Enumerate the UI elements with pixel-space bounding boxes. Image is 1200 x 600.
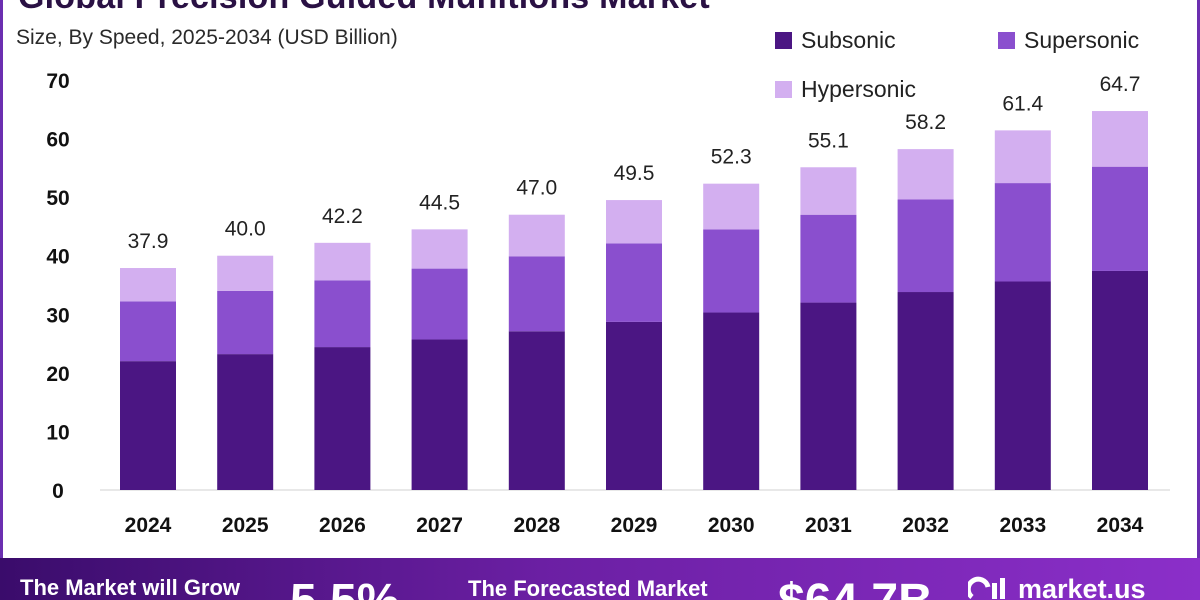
bar-segment-hypersonic xyxy=(314,242,371,281)
bar-total-label: 47.0 xyxy=(516,177,557,200)
legend-label-hypersonic: Hypersonic xyxy=(801,76,917,102)
bar-segment-supersonic xyxy=(508,256,565,332)
bar-segment-supersonic xyxy=(994,183,1051,282)
chart-title: Global Precision Guided Munitions Market xyxy=(18,0,710,17)
frame-right-border xyxy=(1197,0,1200,560)
bar-segment-hypersonic xyxy=(897,149,954,200)
footer-cagr-value: 5.5% xyxy=(290,574,399,600)
x-tick-label: 2027 xyxy=(416,514,463,537)
bar-segment-hypersonic xyxy=(703,183,760,230)
bar-segment-hypersonic xyxy=(800,167,857,215)
market-us-logo-icon xyxy=(968,576,1005,599)
stacked-bar-chart: 01020304050607037.9202440.0202542.220264… xyxy=(46,70,1170,537)
y-tick-label: 60 xyxy=(46,129,69,152)
bar-segment-supersonic xyxy=(411,268,468,340)
x-tick-label: 2029 xyxy=(611,514,658,537)
legend-item-subsonic: Subsonic xyxy=(775,27,896,54)
bar-segment-supersonic xyxy=(120,301,176,362)
x-tick-label: 2033 xyxy=(999,514,1046,537)
bar-segment-supersonic xyxy=(703,229,760,313)
bar-total-label: 52.3 xyxy=(711,146,752,169)
bar-segment-hypersonic xyxy=(606,200,662,244)
bar-segment-hypersonic xyxy=(1092,111,1148,167)
bar-segment-hypersonic xyxy=(508,214,565,257)
footer-banner: The Market will Grow 5.5% The Forecasted… xyxy=(0,558,1200,600)
y-tick-label: 20 xyxy=(46,363,69,386)
bar-total-label: 40.0 xyxy=(225,218,266,241)
bar-segment-hypersonic xyxy=(120,268,176,302)
legend-swatch-subsonic xyxy=(775,32,792,49)
legend-item-supersonic: Supersonic xyxy=(998,27,1139,54)
footer-forecast-label: The Forecasted Market xyxy=(468,576,708,600)
bar-segment-subsonic xyxy=(217,354,274,490)
legend-label-supersonic: Supersonic xyxy=(1024,27,1140,53)
legend-item-hypersonic: Hypersonic xyxy=(775,76,916,103)
brand-logo: market.us xyxy=(968,574,1146,600)
bar-segment-subsonic xyxy=(994,281,1051,490)
bar-total-label: 61.4 xyxy=(1002,92,1043,115)
bar-segment-subsonic xyxy=(897,292,954,490)
bar-segment-subsonic xyxy=(606,321,662,490)
bar-segment-supersonic xyxy=(897,199,954,293)
x-tick-label: 2025 xyxy=(222,514,269,537)
bar-segment-supersonic xyxy=(606,243,662,322)
bar-total-label: 64.7 xyxy=(1100,73,1141,96)
bar-segment-subsonic xyxy=(1092,270,1148,490)
x-tick-label: 2026 xyxy=(319,514,366,537)
legend-swatch-hypersonic xyxy=(775,81,792,98)
y-tick-label: 40 xyxy=(46,246,69,269)
bar-segment-supersonic xyxy=(314,280,371,348)
x-tick-label: 2031 xyxy=(805,514,852,537)
y-tick-label: 50 xyxy=(46,187,69,210)
bar-segment-supersonic xyxy=(800,214,857,303)
y-tick-label: 0 xyxy=(52,480,64,503)
bar-segment-hypersonic xyxy=(217,255,274,291)
bar-segment-subsonic xyxy=(120,361,176,490)
legend-label-subsonic: Subsonic xyxy=(801,27,896,53)
footer-forecast-value: $64.7B xyxy=(778,574,933,600)
bar-total-label: 49.5 xyxy=(614,162,655,185)
bar-segment-supersonic xyxy=(1092,166,1148,271)
brand-name: market.us xyxy=(1018,574,1146,600)
bar-total-label: 44.5 xyxy=(419,191,460,214)
bar-segment-supersonic xyxy=(217,290,274,355)
bar-segment-subsonic xyxy=(508,331,565,490)
y-tick-label: 70 xyxy=(46,70,69,93)
y-tick-label: 10 xyxy=(46,421,69,444)
chart-subtitle: Size, By Speed, 2025-2034 (USD Billion) xyxy=(16,26,398,49)
bar-segment-hypersonic xyxy=(411,229,468,269)
footer-grow-label: The Market will Grow xyxy=(20,575,241,600)
x-tick-label: 2032 xyxy=(902,514,949,537)
x-tick-label: 2030 xyxy=(708,514,755,537)
bar-total-label: 37.9 xyxy=(128,230,169,253)
bar-segment-subsonic xyxy=(800,302,857,490)
frame-left-border xyxy=(0,0,3,560)
bar-total-label: 55.1 xyxy=(808,129,849,152)
legend-swatch-supersonic xyxy=(998,32,1015,49)
x-tick-label: 2028 xyxy=(513,514,560,537)
bar-segment-subsonic xyxy=(703,312,760,490)
y-tick-label: 30 xyxy=(46,304,69,327)
bar-segment-subsonic xyxy=(314,347,371,490)
x-tick-label: 2034 xyxy=(1097,514,1144,537)
x-tick-label: 2024 xyxy=(125,514,172,537)
bar-segment-hypersonic xyxy=(994,130,1051,184)
bar-total-label: 42.2 xyxy=(322,205,363,228)
bar-total-label: 58.2 xyxy=(905,111,946,134)
bar-segment-subsonic xyxy=(411,339,468,490)
